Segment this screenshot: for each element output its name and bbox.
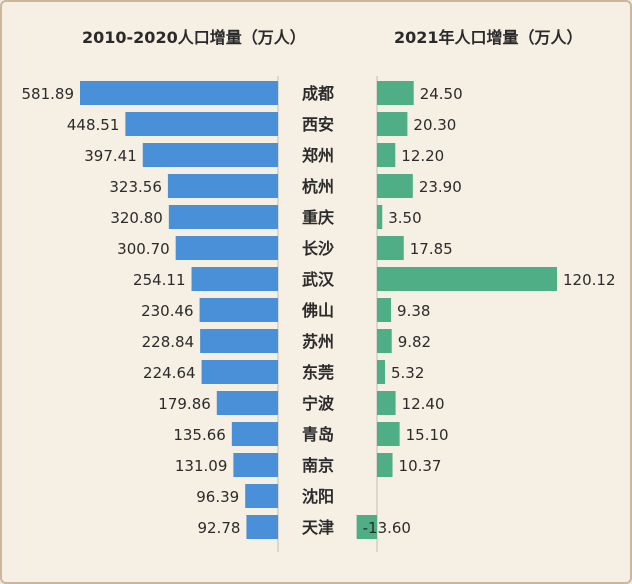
right-bar-8	[377, 329, 392, 353]
left-value-label-7: 230.46	[141, 302, 194, 320]
right-bar-4	[377, 205, 383, 229]
left-bar-5	[175, 236, 278, 260]
left-bar-12	[233, 453, 278, 477]
right-bar-11	[377, 422, 400, 446]
left-bar-8	[200, 329, 278, 353]
right-value-label-14: -13.60	[363, 519, 411, 537]
category-label-4: 重庆	[302, 208, 334, 227]
right-bar-9	[377, 360, 385, 384]
left-value-label-11: 135.66	[173, 426, 226, 444]
right-bar-12	[377, 453, 393, 477]
right-bar-5	[377, 236, 404, 260]
right-bar-3	[377, 174, 413, 198]
left-value-label-4: 320.80	[110, 209, 163, 227]
category-label-6: 武汉	[302, 270, 335, 289]
left-bar-1	[125, 112, 278, 136]
right-value-label-4: 3.50	[388, 209, 421, 227]
right-value-label-10: 12.40	[402, 395, 445, 413]
category-label-3: 杭州	[302, 177, 334, 196]
right-bar-2	[377, 143, 396, 167]
category-label-5: 长沙	[302, 239, 334, 258]
right-value-label-1: 20.30	[413, 116, 456, 134]
right-value-label-12: 10.37	[399, 457, 442, 475]
category-label-14: 天津	[302, 518, 334, 537]
category-label-12: 南京	[302, 456, 334, 475]
right-value-label-3: 23.90	[419, 178, 462, 196]
category-label-2: 郑州	[302, 146, 334, 165]
left-bar-13	[245, 484, 278, 508]
left-value-label-2: 397.41	[84, 147, 137, 165]
left-value-label-9: 224.64	[143, 364, 196, 382]
left-value-label-6: 254.11	[133, 271, 186, 289]
right-value-label-2: 12.20	[401, 147, 444, 165]
left-bar-3	[167, 174, 278, 198]
left-value-label-10: 179.86	[158, 395, 211, 413]
left-bar-14	[246, 515, 278, 539]
right-bar-14	[356, 515, 377, 539]
right-value-label-8: 9.82	[398, 333, 431, 351]
left-value-label-12: 131.09	[175, 457, 228, 475]
right-value-label-5: 17.85	[410, 240, 453, 258]
left-value-label-8: 228.84	[142, 333, 195, 351]
right-bar-6	[377, 267, 557, 291]
category-label-0: 成都	[302, 84, 334, 103]
category-label-13: 沈阳	[302, 487, 334, 506]
category-label-9: 东莞	[302, 363, 334, 382]
left-value-label-1: 448.51	[67, 116, 120, 134]
left-value-label-13: 96.39	[196, 488, 239, 506]
category-label-8: 苏州	[302, 332, 334, 351]
right-bar-1	[377, 112, 408, 136]
right-value-label-11: 15.10	[406, 426, 449, 444]
right-bar-7	[377, 298, 392, 322]
right-chart-title: 2021年人口增量（万人）	[394, 28, 583, 47]
left-bar-0	[80, 81, 278, 105]
right-value-label-9: 5.32	[391, 364, 424, 382]
category-label-1: 西安	[302, 115, 334, 134]
right-bar-0	[377, 81, 414, 105]
left-value-label-5: 300.70	[117, 240, 170, 258]
left-value-label-0: 581.89	[22, 85, 75, 103]
category-label-10: 宁波	[302, 394, 335, 413]
left-bar-11	[231, 422, 278, 446]
left-bar-6	[191, 267, 278, 291]
left-bar-7	[199, 298, 278, 322]
left-chart-title: 2010-2020人口增量（万人）	[82, 28, 306, 47]
left-value-label-3: 323.56	[109, 178, 162, 196]
left-bar-9	[201, 360, 278, 384]
left-bar-2	[142, 143, 278, 167]
left-bar-4	[168, 205, 278, 229]
left-value-label-14: 92.78	[197, 519, 240, 537]
right-value-label-7: 9.38	[397, 302, 430, 320]
left-bar-10	[216, 391, 278, 415]
category-label-11: 青岛	[302, 425, 334, 444]
right-bar-10	[377, 391, 396, 415]
right-value-label-6: 120.12	[563, 271, 616, 289]
right-value-label-0: 24.50	[420, 85, 463, 103]
category-label-7: 佛山	[301, 301, 334, 320]
